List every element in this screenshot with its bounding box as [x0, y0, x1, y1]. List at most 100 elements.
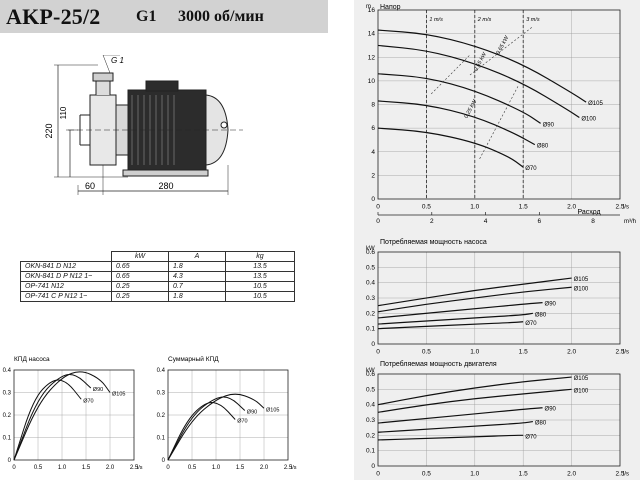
y-tick-label: 0.5 — [366, 264, 375, 271]
series-label: Ø105 — [574, 277, 589, 283]
x-tick-label: 0.5 — [422, 204, 431, 211]
y-tick-label: 6 — [371, 125, 375, 132]
x-tick-label: 2.0 — [106, 465, 115, 471]
table-cell-kg: 10.5 — [225, 291, 295, 302]
x-tick-label: 0 — [376, 471, 380, 478]
x-tick-label: 0.5 — [422, 471, 431, 478]
y-tick-label: 0.2 — [366, 310, 375, 317]
total-efficiency-chart: 0 0.1 0.2 0.3 0.4 0 0.5 1.0 1.5 2.0 2.5l/s Суммарны… — [157, 355, 297, 471]
y-tick-label: 0.1 — [366, 448, 375, 455]
y-tick-label: 0.4 — [157, 368, 166, 374]
dim-110-label: 110 — [59, 106, 68, 119]
table-cell-model: OP-741 N12 — [20, 281, 112, 292]
series-line — [167, 393, 265, 461]
dim-g-label: G 1 — [111, 56, 124, 65]
y-unit-label: m — [366, 4, 371, 10]
table-header-kg: kg — [225, 251, 295, 262]
table-cell-kg: 13.5 — [225, 271, 295, 282]
table-cell-kw: 0.25 — [111, 291, 169, 302]
table-row: OP-741 C P N12 1~ 0.25 1.8 10.5 — [20, 291, 295, 302]
y-tick-label: 0.5 — [366, 386, 375, 393]
series-line — [377, 44, 580, 118]
plot-frame — [377, 251, 621, 345]
velocity-label: 3 m/s — [526, 17, 540, 23]
x-tick-label: 2.5 — [615, 349, 624, 356]
y-tick-label: 0 — [371, 196, 375, 203]
series-line — [13, 373, 92, 461]
x-tick-label: 1.5 — [82, 465, 91, 471]
x-tick-label: 2.0 — [567, 204, 576, 211]
table-row: OP-741 N12 0.25 0.7 10.5 — [20, 281, 295, 292]
y-tick-label: 0.3 — [157, 391, 166, 397]
series-label: Ø105 — [574, 376, 589, 382]
x-tick-label: 2.5 — [615, 204, 624, 211]
series-line — [377, 376, 572, 406]
x-tick-label: 1.5 — [236, 465, 245, 471]
series-line — [377, 73, 541, 124]
plot-frame — [377, 373, 621, 467]
series-label: Ø90 — [543, 122, 555, 128]
plot-frame — [13, 369, 135, 461]
x-unit-label: l/s — [623, 350, 629, 356]
pump-casing — [89, 94, 117, 166]
table-row: OKN-841 D N12 0.65 1.8 13.5 — [20, 261, 295, 272]
rotation-speed: 3000 об/мин — [178, 8, 264, 25]
x-tick-label: 1.0 — [470, 204, 479, 211]
efficiency-guide — [469, 26, 534, 76]
efficiency-label: 0.55 kW — [473, 51, 488, 72]
y-tick-label: 0.2 — [157, 413, 166, 419]
series-label: Ø90 — [247, 410, 257, 416]
y-unit-label: kW — [366, 246, 375, 252]
y-tick-label: 0.2 — [366, 432, 375, 439]
y-tick-label: 0.6 — [366, 249, 375, 256]
efficiency-guide — [479, 85, 519, 159]
x-unit-label: l/s — [623, 205, 629, 211]
y-tick-label: 0.3 — [3, 391, 12, 397]
dim-60-label: 60 — [85, 181, 95, 191]
x-tick-label: 1.5 — [519, 471, 528, 478]
x-axis-label: Расход — [577, 209, 600, 216]
model-title: AKP-25/2 — [6, 4, 101, 29]
series-label: Ø80 — [537, 144, 549, 150]
series-label: Ø70 — [525, 321, 537, 327]
series-line — [377, 420, 533, 433]
pump-drawing: G 1 220 110 60 280 — [44, 55, 243, 195]
table-cell-kg: 10.5 — [225, 281, 295, 292]
series-label: Ø105 — [588, 101, 603, 107]
series-label: Ø90 — [93, 387, 103, 393]
table-cell-a: 1.8 — [168, 291, 226, 302]
series-label: Ø100 — [574, 286, 589, 292]
series-line — [377, 286, 572, 313]
x-tick-label: 1.0 — [212, 465, 221, 471]
dim-220-label: 220 — [44, 123, 54, 138]
table-cell-model: OKN-841 D N12 — [20, 261, 112, 272]
table-cell-kw: 0.65 — [111, 271, 169, 282]
connection-size: G1 — [136, 8, 157, 25]
table-cell-kg: 13.5 — [225, 261, 295, 272]
velocity-label: 2 m/s — [477, 17, 492, 23]
x-tick-label: 1.0 — [470, 349, 479, 356]
plot-frame — [377, 9, 621, 200]
x-tick-label: 0.5 — [188, 465, 197, 471]
table-cell-kw: 0.65 — [111, 261, 169, 272]
series-label: Ø100 — [581, 116, 596, 122]
x-tick-label: 0.5 — [422, 349, 431, 356]
y-tick-label: 0.4 — [366, 402, 375, 409]
series-line — [13, 379, 82, 461]
dim-280-label: 280 — [158, 181, 173, 191]
series-label: Ø100 — [574, 388, 589, 394]
x-tick-label: 0 — [376, 204, 380, 211]
series-line — [167, 396, 246, 461]
y-tick-label: 0.1 — [3, 436, 12, 442]
head-chart: 0 2 4 6 8 10 12 14 16 0 0.5 1.0 1.5 2.0 2.5l/s m Напор 1 … — [366, 4, 636, 225]
chart-title: КПД насоса — [14, 356, 50, 363]
y-tick-label: 0.2 — [3, 413, 12, 419]
series-line — [377, 434, 524, 441]
specs-table: kW A kg OKN-841 D N12 0.65 1.8 13.5 OKN-… — [20, 251, 295, 302]
table-header-empty — [20, 251, 112, 262]
y-tick-label: 4 — [371, 149, 375, 156]
x-tick-label: 1.0 — [470, 471, 479, 478]
y-tick-label: 0.4 — [3, 368, 12, 374]
chart-title: Напор — [380, 4, 401, 11]
table-cell-a: 1.8 — [168, 261, 226, 272]
